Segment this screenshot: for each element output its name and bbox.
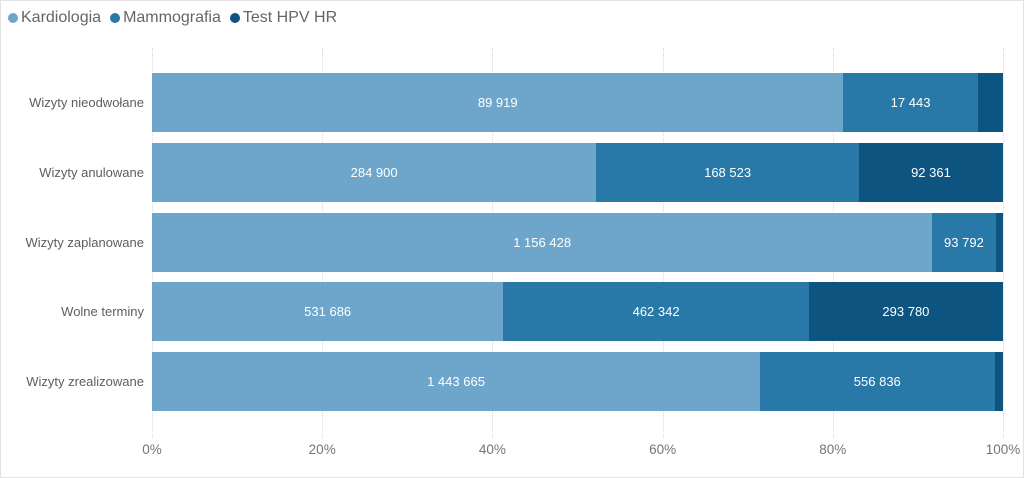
x-axis: 0% 20% 40% 60% 80% 100% [142,442,1020,460]
category-label-wolne-terminy: Wolne terminy [61,304,144,320]
data-label: 93 792 [944,234,984,250]
bar-segment-mammografia[interactable]: 168 523 [596,142,859,202]
x-axis-tick-label: 20% [308,442,336,457]
x-axis-tick-label: 60% [649,442,677,457]
x-axis-tick-label: 40% [478,442,506,457]
category-label-wizyty-anulowane: Wizyty anulowane [39,164,144,180]
bar-segment-test-hpv-hr[interactable] [994,352,1003,411]
data-label: 1 156 428 [513,234,572,250]
bar-row-wolne-terminy: 531 686 462 342 293 780 [152,282,1003,342]
bar-segment-kardiologia[interactable]: 531 686 [152,282,504,342]
data-label: 1 443 665 [427,374,485,389]
category-label-wizyty-nieodwo-ane: Wizyty nieodwołane [29,95,144,110]
bar-row-wizyty-nieodwo-ane: 89 919 17 443 [152,73,1003,132]
legend-bullet-icon [110,13,121,23]
bar-row-wizyty-anulowane: 284 900 168 523 92 361 [152,142,1003,202]
bar-row-wizyty-zrealizowane: 1 443 665 556 836 [152,352,1003,411]
category-label-wizyty-zaplanowane: Wizyty zaplanowane [25,234,145,250]
bar-segment-test-hpv-hr[interactable] [995,212,1003,272]
legend-label: Kardiologia [21,9,102,26]
bar-segment-test-hpv-hr[interactable]: 293 780 [808,282,1003,342]
legend: Kardiologia Mammografia Test HPV HR [8,5,346,31]
plot-area: 89 919 17 443 284 900 168 523 92 361 1 156 42… [152,73,1003,411]
data-label: 284 900 [350,164,398,180]
data-label: 92 361 [911,164,951,180]
data-label: 168 523 [704,164,752,180]
x-axis-tick-label: 80% [819,442,847,457]
bar-segment-test-hpv-hr[interactable] [977,73,1003,132]
bar-segment-mammografia[interactable]: 462 342 [503,282,809,342]
bar-row-wizyty-zaplanowane: 1 156 428 93 792 [152,212,1003,272]
legend-item-test-hpv-hr[interactable]: Test HPV HR [229,9,338,27]
data-label: 17 443 [890,95,931,110]
x-axis-tick-label: 0% [142,442,162,457]
bar-segment-kardiologia[interactable]: 1 156 428 [152,212,933,272]
bar-segment-mammografia[interactable]: 556 836 [760,352,995,411]
bar-segment-mammografia[interactable]: 93 792 [932,212,996,272]
legend-bullet-icon [229,13,240,23]
legend-label: Test HPV HR [242,9,338,26]
legend-item-mammografia[interactable]: Mammografia [110,9,221,27]
x-axis-tick-label: 100% [985,442,1021,457]
data-label: 462 342 [632,304,680,320]
bar-segment-test-hpv-hr[interactable]: 92 361 [858,142,1003,202]
bar-segment-mammografia[interactable]: 17 443 [843,73,978,132]
bar-segment-kardiologia[interactable]: 89 919 [152,73,844,132]
data-label: 531 686 [304,304,352,320]
data-label: 293 780 [882,304,930,320]
bar-segment-kardiologia[interactable]: 284 900 [152,142,597,202]
category-label-wizyty-zrealizowane: Wizyty zrealizowane [26,374,144,389]
data-label: 556 836 [853,374,901,389]
legend-item-kardiologia[interactable]: Kardiologia [8,9,101,27]
data-label: 89 919 [477,95,518,110]
category-axis: Wizyty nieodwołane Wizyty anulowane Wizyty… [11,73,145,411]
legend-bullet-icon [8,13,18,23]
gridline [1003,48,1004,438]
legend-label: Mammografia [123,9,221,26]
bar-segment-kardiologia[interactable]: 1 443 665 [152,352,761,411]
